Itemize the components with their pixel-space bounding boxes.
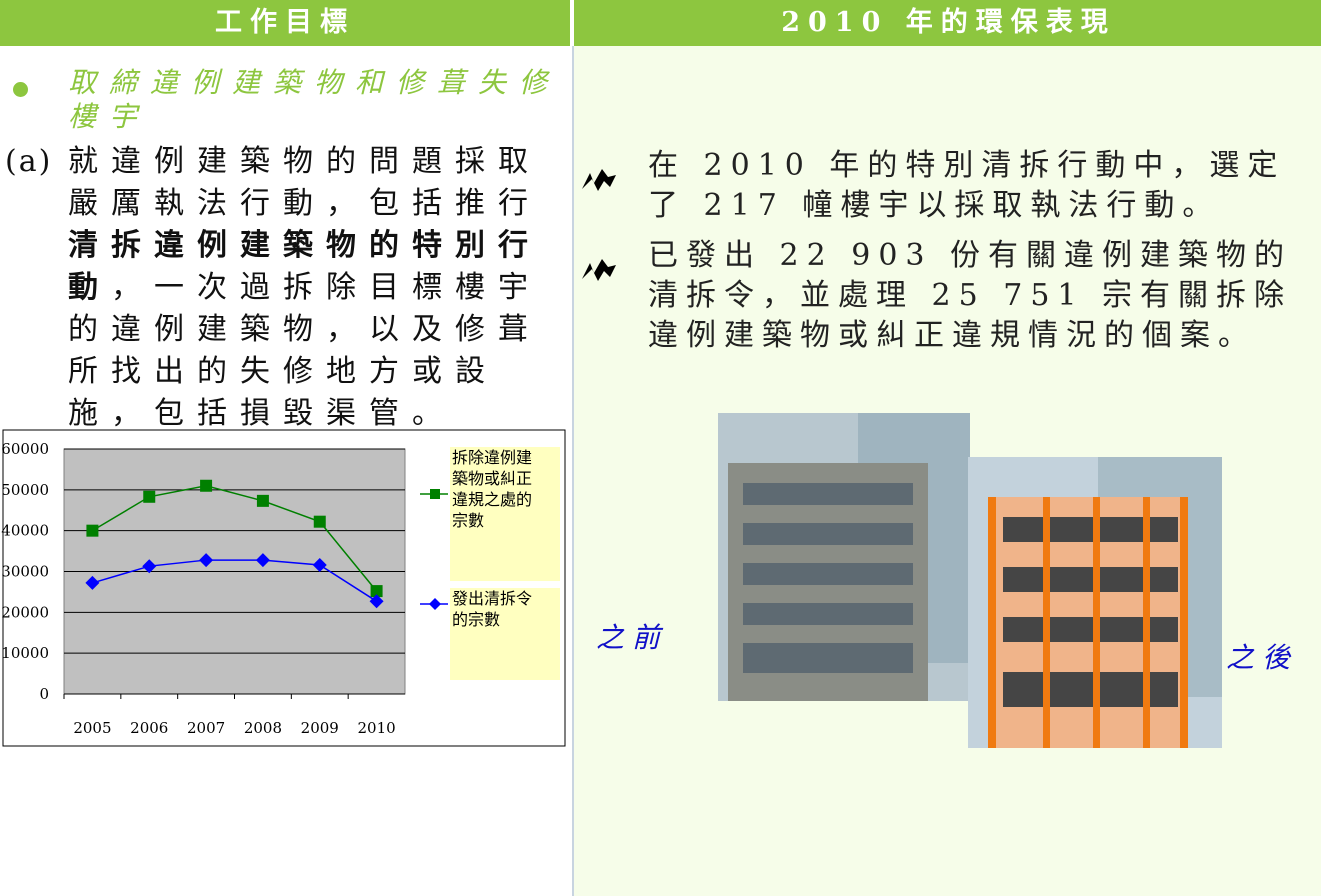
y-tick-label: 10000 [1,644,49,662]
performance-item: 在 2010 年的特別清拆行動中，選定了 217 幢樓宇以採取執法行動。 [648,146,1320,226]
point [200,480,212,492]
caption-before: 之前 [596,616,668,656]
caption-after: 之後 [1226,636,1298,676]
y-tick-label: 0 [39,685,49,703]
legend-box: 拆除違例建築物或糾正違規之處的宗數 [450,447,560,581]
y-tick-label: 50000 [1,481,49,499]
bullet-icon [580,255,620,285]
x-tick-label: 2009 [301,719,339,737]
x-tick-label: 2008 [244,719,282,737]
y-tick-label: 30000 [1,563,49,581]
performance-item: 已發出 22 903 份有關違例建築物的清拆令，並處理 25 751 宗有關拆除… [648,236,1320,356]
y-tick-label: 60000 [1,440,49,458]
x-tick-label: 2007 [187,719,225,737]
legend-box: 發出清拆令的宗數 [450,588,560,680]
point [143,491,155,503]
page: 工作目標 2010 年的環保表現 取締違例建築物和修葺失修樓宇 (a) 就違例建… [0,0,1321,896]
x-tick-label: 2006 [130,719,168,737]
x-tick-label: 2005 [73,719,111,737]
point [257,495,269,507]
legend-marker [430,489,440,499]
photo-before [718,413,970,701]
legend-label: 發出清拆令的宗數 [452,588,536,630]
point [314,516,326,528]
point [86,525,98,537]
photo-after [968,457,1222,748]
y-tick-label: 40000 [1,522,49,540]
y-tick-label: 20000 [1,603,49,621]
x-tick-label: 2010 [357,719,395,737]
chart: 0 10000 20000 30000 40000 50000 60000 2005 2006 2… [0,0,1321,896]
legend-label: 拆除違例建築物或糾正違規之處的宗數 [452,447,536,531]
bullet-icon [580,165,620,195]
